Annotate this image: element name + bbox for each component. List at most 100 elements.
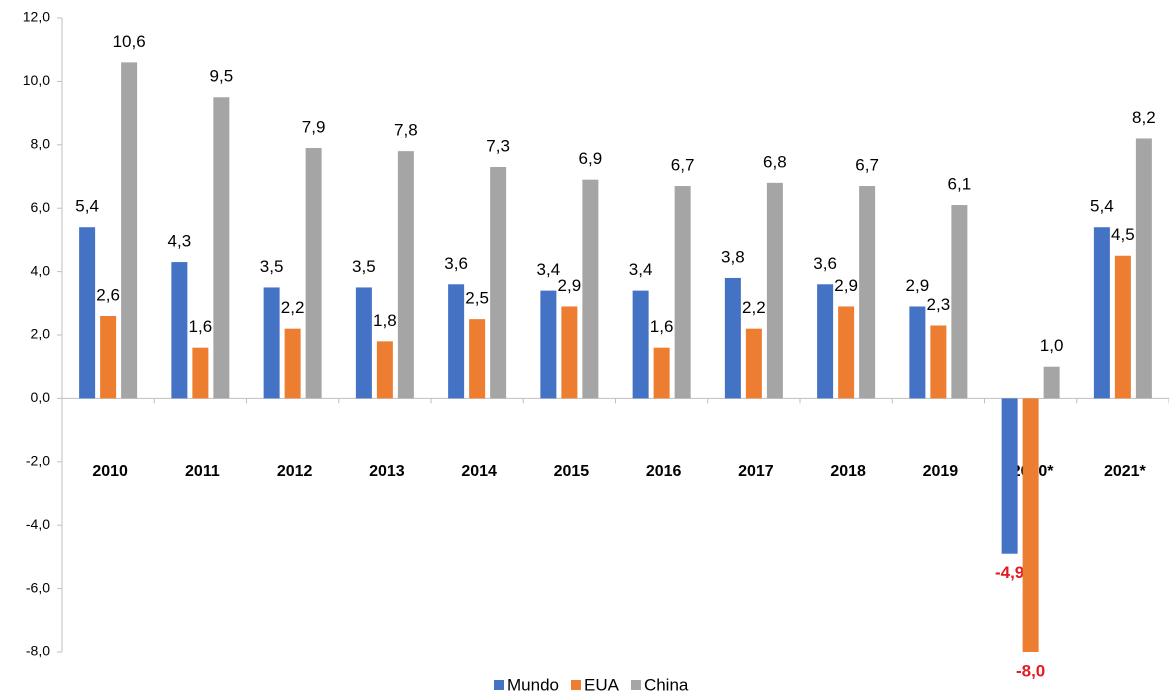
y-tick-label: 12,0 xyxy=(23,9,50,25)
bar xyxy=(561,306,578,399)
legend-label: EUA xyxy=(584,675,620,694)
value-label: 2,6 xyxy=(96,285,120,304)
bar xyxy=(817,284,834,399)
x-tick-label: 2017 xyxy=(738,463,774,480)
value-label: 3,4 xyxy=(629,260,653,279)
value-label: 6,8 xyxy=(763,152,787,171)
legend-swatch xyxy=(570,680,581,690)
y-tick-label: -2,0 xyxy=(26,453,50,469)
bar xyxy=(859,186,876,399)
bar xyxy=(192,347,209,399)
bar xyxy=(1001,398,1018,554)
value-label: 6,9 xyxy=(579,149,603,168)
value-label: 2,9 xyxy=(906,276,930,295)
bar xyxy=(724,277,741,399)
value-label: 2,3 xyxy=(927,295,951,314)
x-tick-label: 2015 xyxy=(554,463,590,480)
bar xyxy=(305,147,322,399)
value-label: 2,2 xyxy=(281,298,305,317)
value-label: 7,9 xyxy=(302,117,326,136)
bar xyxy=(376,341,393,399)
value-label: 3,6 xyxy=(444,254,468,273)
bar xyxy=(355,287,372,399)
bar xyxy=(213,97,230,399)
bar xyxy=(653,347,670,399)
value-label: 6,1 xyxy=(948,175,972,194)
value-label: 9,5 xyxy=(210,67,234,86)
x-tick-label: 2016 xyxy=(646,463,682,480)
value-label: 5,4 xyxy=(1090,197,1114,216)
y-tick-label: -6,0 xyxy=(26,579,50,595)
legend-label: Mundo xyxy=(507,675,559,694)
bar xyxy=(79,227,96,399)
value-label: -4,9 xyxy=(995,563,1024,582)
y-tick-label: 4,0 xyxy=(31,262,51,278)
value-label: 3,5 xyxy=(260,257,284,276)
y-tick-label: 6,0 xyxy=(31,199,51,215)
bar xyxy=(582,179,599,399)
y-tick-label: 8,0 xyxy=(31,136,51,152)
value-label: 4,3 xyxy=(168,232,192,251)
legend-swatch xyxy=(630,680,641,690)
value-label: 7,3 xyxy=(486,136,510,155)
bar xyxy=(100,315,117,399)
x-tick-label: 2013 xyxy=(369,463,405,480)
value-label: 6,7 xyxy=(855,155,879,174)
value-label: 4,5 xyxy=(1111,225,1135,244)
bar xyxy=(284,328,301,399)
value-label: 2,2 xyxy=(742,298,766,317)
x-tick-label: 2019 xyxy=(923,463,959,480)
bar xyxy=(1114,255,1131,399)
bar xyxy=(838,306,855,399)
bar xyxy=(1135,138,1152,399)
x-tick-label: 2014 xyxy=(461,463,497,480)
bar xyxy=(745,328,762,399)
value-label: 1,6 xyxy=(189,317,213,336)
value-label: 8,2 xyxy=(1132,108,1156,127)
bar xyxy=(909,306,926,399)
bar xyxy=(1093,227,1110,399)
bar xyxy=(1022,398,1039,652)
bar xyxy=(448,284,465,399)
value-label: 3,8 xyxy=(721,247,745,266)
bar xyxy=(632,290,649,399)
value-label: 3,4 xyxy=(537,260,561,279)
y-tick-label: 10,0 xyxy=(23,72,50,88)
bar xyxy=(171,262,188,399)
value-label: 6,7 xyxy=(671,155,695,174)
x-tick-label: 2012 xyxy=(277,463,313,480)
x-tick-label: 2018 xyxy=(830,463,866,480)
x-tick-label: 2010 xyxy=(92,463,128,480)
bar xyxy=(951,205,968,399)
y-tick-label: 2,0 xyxy=(31,326,51,342)
value-label: 1,6 xyxy=(650,317,674,336)
bar xyxy=(1043,366,1060,399)
value-label: 3,5 xyxy=(352,257,376,276)
value-label: 10,6 xyxy=(113,32,146,51)
legend-swatch xyxy=(494,680,504,690)
y-tick-label: -8,0 xyxy=(26,643,50,659)
bar xyxy=(469,319,486,399)
bar xyxy=(766,182,783,399)
legend: Mundo EUA China xyxy=(494,675,689,694)
y-tick-label: 0,0 xyxy=(31,389,51,405)
bar xyxy=(540,290,557,399)
value-label: 7,8 xyxy=(394,121,418,140)
y-tick-label: -4,0 xyxy=(26,516,50,532)
value-label: -8,0 xyxy=(1016,661,1045,680)
value-label: 1,0 xyxy=(1040,336,1064,355)
legend-label: China xyxy=(644,675,689,694)
bar xyxy=(930,325,947,399)
x-tick-label: 2021* xyxy=(1104,463,1147,480)
bar xyxy=(490,166,507,399)
value-label: 5,4 xyxy=(75,197,99,216)
value-label: 2,5 xyxy=(465,289,489,308)
bar xyxy=(263,287,280,399)
bar xyxy=(121,62,138,399)
bar xyxy=(674,186,691,399)
value-label: 2,9 xyxy=(558,276,582,295)
bar xyxy=(397,151,414,399)
value-label: 1,8 xyxy=(373,311,397,330)
x-tick-label: 2011 xyxy=(185,463,220,480)
